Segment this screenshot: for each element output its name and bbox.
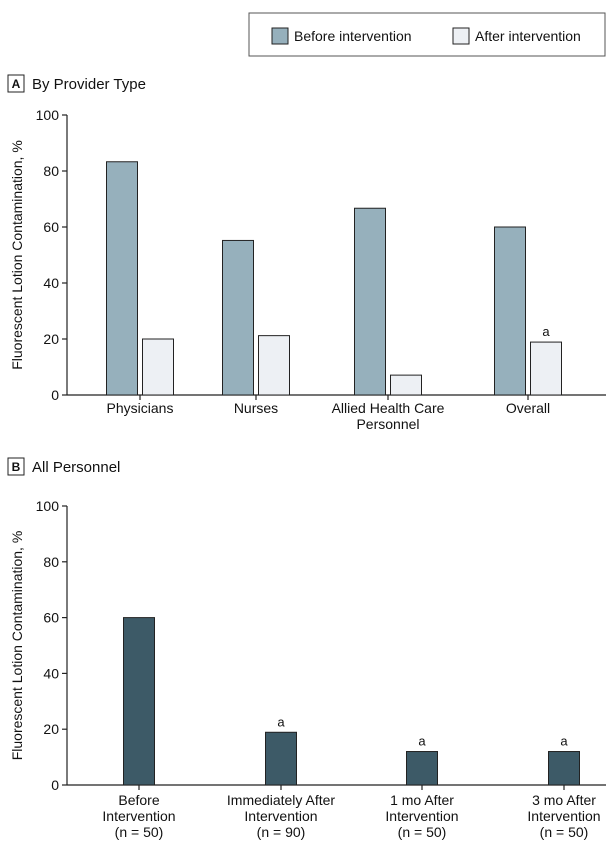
panel-a-y-tick-label: 40 bbox=[43, 275, 59, 291]
panel-a-y-tick-label: 100 bbox=[36, 107, 60, 123]
panel-b-annotation: a bbox=[560, 734, 568, 749]
panel-b-letter-box bbox=[7, 457, 25, 476]
panel-b-y-tick-label: 40 bbox=[43, 665, 59, 681]
panel-a-x-tick-label: Physicians bbox=[107, 400, 174, 416]
panel-b-x-tick-label: Before bbox=[118, 792, 159, 808]
panel-a-letter-box bbox=[7, 74, 25, 93]
legend: Before intervention After intervention bbox=[248, 12, 606, 57]
legend-label-after: After intervention bbox=[475, 28, 581, 44]
panel-b-x-tick-label: Intervention bbox=[244, 808, 317, 824]
panel-b-bar-s0-c1 bbox=[265, 731, 297, 786]
panel-a-x-tick-label: Personnel bbox=[356, 416, 419, 432]
panel-a-bar-s1-c3 bbox=[530, 341, 562, 396]
panel-a-annotation: a bbox=[542, 324, 550, 339]
panel-b-y-tick-label: 20 bbox=[43, 721, 59, 737]
panel-b-bar-s0-c2 bbox=[406, 751, 438, 786]
panel-b-y-tick-label: 60 bbox=[43, 610, 59, 626]
panel-b-x-tick-label: (n = 50) bbox=[115, 824, 164, 840]
panel-b-title: All Personnel bbox=[32, 459, 120, 476]
panel-b-x-tick-label: (n = 90) bbox=[257, 824, 306, 840]
panel-b-header: B All Personnel bbox=[7, 457, 120, 476]
panel-a-x-tick-label: Allied Health Care bbox=[332, 400, 445, 416]
panel-a-y-axis-title: Fluorescent Lotion Contamination, % bbox=[9, 140, 25, 370]
panel-a-y-tick-label: 60 bbox=[43, 219, 59, 235]
panel-b-x-tick-label: 3 mo After bbox=[532, 792, 596, 808]
panel-a-header: A By Provider Type bbox=[7, 74, 146, 93]
panel-a-bar-s0-c1 bbox=[222, 239, 254, 396]
panel-b-plot: 0 20 40 60 80 100 Fluorescent Lotion Contamina… bbox=[9, 498, 606, 840]
panel-b-x-tick-label: Intervention bbox=[385, 808, 458, 824]
legend-box bbox=[248, 12, 606, 57]
legend-label-before: Before intervention bbox=[294, 28, 412, 44]
panel-b-y-tick-label: 0 bbox=[51, 777, 59, 793]
panel-a-x-tick-label: Overall bbox=[506, 400, 550, 416]
panel-b-x-tick-label: Intervention bbox=[102, 808, 175, 824]
panel-b-y-tick-label: 100 bbox=[36, 498, 60, 514]
panel-a-bar-s0-c2 bbox=[354, 207, 386, 396]
panel-a-bar-s0-c3 bbox=[494, 226, 526, 396]
panel-b-annotation: a bbox=[277, 714, 285, 729]
legend-swatch-after bbox=[452, 27, 470, 45]
panel-a-title: By Provider Type bbox=[32, 76, 146, 93]
panel-b-annotation: a bbox=[418, 734, 426, 749]
panel-a-letter: A bbox=[12, 77, 21, 91]
panel-b-bar-s0-c0 bbox=[123, 617, 155, 786]
panel-a-bar-s1-c2 bbox=[390, 374, 422, 396]
panel-a-bar-s0-c0 bbox=[106, 161, 138, 396]
panel-a-y-tick-label: 80 bbox=[43, 163, 59, 179]
panel-a-plot: 0 20 40 60 80 100 Fluorescent Lotion Contamina… bbox=[9, 107, 606, 432]
panel-b-x-tick-label: Immediately After bbox=[227, 792, 335, 808]
panel-b-x-tick-label: (n = 50) bbox=[398, 824, 447, 840]
panel-a-y-tick-label: 20 bbox=[43, 331, 59, 347]
panel-a-x-tick-label: Nurses bbox=[234, 400, 278, 416]
panel-b-x-tick-label: (n = 50) bbox=[540, 824, 589, 840]
panel-b-bar-s0-c3 bbox=[548, 751, 580, 786]
panel-b-x-tick-label: Intervention bbox=[527, 808, 600, 824]
legend-swatch-before bbox=[271, 27, 289, 45]
panel-b-y-tick-label: 80 bbox=[43, 554, 59, 570]
panel-b-letter: B bbox=[12, 460, 21, 474]
panel-b-y-axis-title: Fluorescent Lotion Contamination, % bbox=[9, 531, 25, 761]
panel-a-bar-s1-c1 bbox=[258, 335, 290, 396]
panel-a-y-tick-label: 0 bbox=[51, 387, 59, 403]
panel-b-x-tick-label: 1 mo After bbox=[390, 792, 454, 808]
panel-a-bar-s1-c0 bbox=[142, 338, 174, 396]
